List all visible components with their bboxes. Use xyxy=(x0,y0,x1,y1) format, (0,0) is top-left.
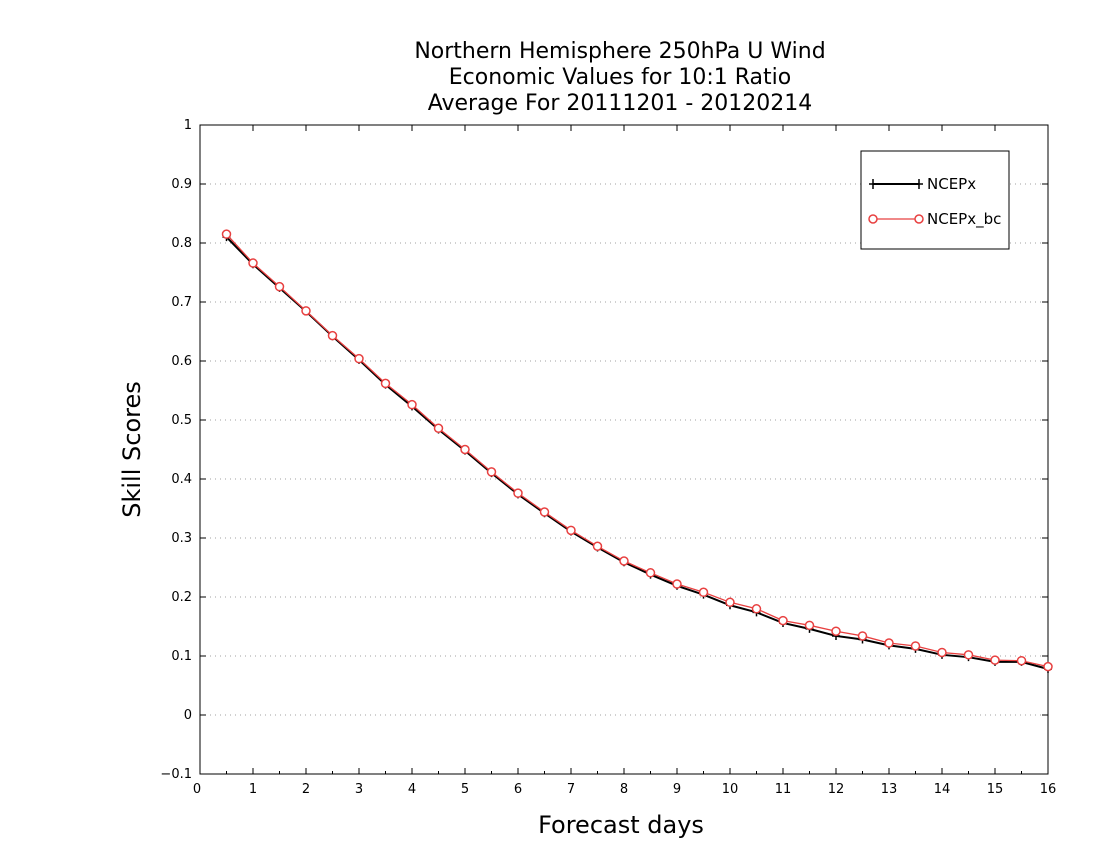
data-point xyxy=(327,330,338,341)
y-tick-label: 1 xyxy=(184,118,192,133)
data-point xyxy=(725,597,735,608)
y-tick-label: 0.2 xyxy=(171,590,192,605)
x-axis-title: Forecast days xyxy=(538,811,704,839)
series-line xyxy=(226,233,1049,668)
x-tick-label: 4 xyxy=(408,782,416,797)
chart-title-line: Northern Hemisphere 250hPa U Wind xyxy=(414,39,825,64)
data-point xyxy=(910,641,921,651)
data-point xyxy=(592,541,603,552)
x-tick-label: 2 xyxy=(302,782,310,797)
y-tick-label: 0.3 xyxy=(171,531,192,546)
legend-item: NCEPx_bc xyxy=(868,210,1001,229)
data-point xyxy=(221,229,232,239)
series-ncepx-bc xyxy=(221,229,1053,672)
legend-marker xyxy=(914,214,924,224)
data-point xyxy=(963,650,974,660)
legend-marker xyxy=(915,179,923,189)
y-tick-label: 0.5 xyxy=(171,413,192,428)
data-point xyxy=(274,281,285,292)
y-tick-label: 0.1 xyxy=(171,649,192,664)
series-ncepx xyxy=(222,233,1052,673)
legend-label: NCEPx_bc xyxy=(927,210,1001,229)
data-point xyxy=(1043,661,1053,672)
y-tick-label: 0.4 xyxy=(171,472,192,487)
legend-marker xyxy=(869,179,877,189)
x-tick-label: 14 xyxy=(934,782,951,797)
y-tick-label: 0.8 xyxy=(171,236,192,251)
series-line xyxy=(225,236,1049,670)
data-point xyxy=(301,306,311,316)
chart-title-line: Average For 20111201 - 20120214 xyxy=(428,91,813,116)
x-tick-label: 9 xyxy=(673,782,681,797)
data-point xyxy=(857,631,868,641)
grid-lines xyxy=(200,183,1048,716)
y-axis-ticks: −0.1 0 0.1 0.2 0.3 0.4 0.5 0.6 0.7 0.8 0.9 1 xyxy=(160,118,1048,782)
x-tick-label: 3 xyxy=(355,782,363,797)
data-point xyxy=(354,353,364,364)
x-tick-label: 15 xyxy=(987,782,1004,797)
data-point xyxy=(937,647,947,658)
data-point xyxy=(407,399,417,410)
data-point xyxy=(460,444,470,455)
x-tick-label: 13 xyxy=(881,782,898,797)
legend: NCEPx NCEPx_bc xyxy=(860,150,1010,250)
data-point xyxy=(433,423,444,434)
x-tick-label: 10 xyxy=(722,782,739,797)
x-tick-label: 12 xyxy=(828,782,845,797)
data-point xyxy=(486,467,497,477)
data-point xyxy=(990,655,1000,665)
legend-item: NCEPx xyxy=(869,175,976,193)
data-point xyxy=(380,378,391,389)
data-point xyxy=(778,615,788,626)
x-tick-label: 1 xyxy=(249,782,257,797)
legend-label: NCEPx xyxy=(927,175,976,193)
x-tick-label: 0 xyxy=(193,782,201,797)
data-point xyxy=(804,620,815,631)
data-point xyxy=(645,568,656,578)
legend-marker xyxy=(868,214,878,224)
x-tick-label: 8 xyxy=(620,782,628,797)
y-tick-label: −0.1 xyxy=(160,767,192,782)
data-point xyxy=(539,507,550,517)
y-tick-label: 0.7 xyxy=(171,295,192,310)
data-point xyxy=(513,488,523,498)
legend-box xyxy=(860,150,1010,250)
chart-title: Northern Hemisphere 250hPa U WindEconomi… xyxy=(414,39,825,116)
y-tick-label: 0.6 xyxy=(171,354,192,369)
y-tick-label: 0 xyxy=(184,708,192,723)
x-tick-label: 16 xyxy=(1040,782,1057,797)
data-point xyxy=(1016,655,1027,666)
x-tick-label: 7 xyxy=(567,782,575,797)
data-point xyxy=(619,556,629,566)
data-point xyxy=(248,258,258,268)
chart-title-line: Economic Values for 10:1 Ratio xyxy=(449,65,791,90)
x-axis-ticks: 0 1 2 3 4 5 6 7 8 9 10 11 12 13 14 15 16 xyxy=(193,125,1056,797)
data-point xyxy=(831,626,841,636)
x-tick-label: 6 xyxy=(514,782,522,797)
data-point xyxy=(566,525,576,536)
series-layer xyxy=(221,229,1053,673)
y-tick-label: 0.9 xyxy=(171,177,192,192)
data-point xyxy=(884,638,894,648)
data-point xyxy=(698,587,709,598)
y-axis-title: Skill Scores xyxy=(118,381,146,518)
x-tick-label: 11 xyxy=(775,782,792,797)
data-point xyxy=(672,579,682,589)
data-point xyxy=(751,604,762,614)
x-tick-label: 5 xyxy=(461,782,469,797)
